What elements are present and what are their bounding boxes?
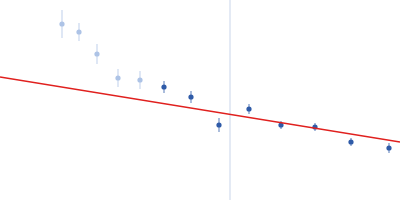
- point-series: [161, 81, 391, 153]
- point-series: [59, 10, 142, 89]
- data-point: [188, 94, 193, 99]
- data-point: [386, 145, 391, 150]
- data-point: [76, 29, 81, 34]
- data-point: [115, 75, 120, 80]
- data-point: [137, 77, 142, 82]
- fit-line: [0, 77, 400, 142]
- data-point: [246, 106, 251, 111]
- data-point: [348, 139, 353, 144]
- plot-area: [0, 0, 400, 200]
- chart: [0, 0, 400, 200]
- reference-line: [230, 0, 231, 200]
- data-point: [216, 122, 221, 127]
- data-point: [94, 51, 99, 56]
- data-point: [161, 84, 166, 89]
- data-point: [59, 21, 64, 26]
